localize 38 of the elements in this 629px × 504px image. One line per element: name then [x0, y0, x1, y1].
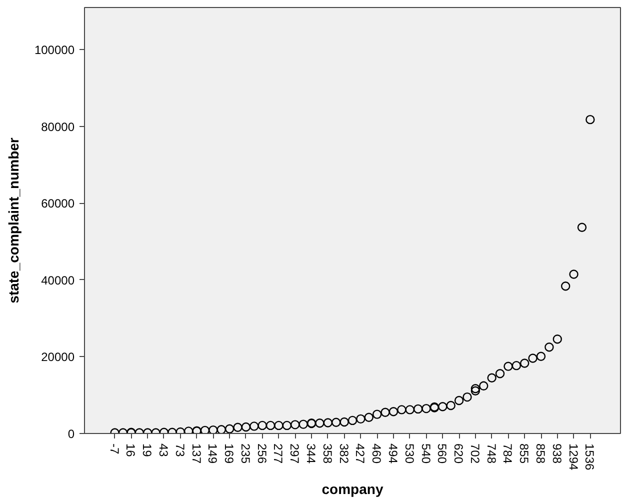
x-tick-label: 938 — [550, 444, 564, 464]
x-tick-label: 382 — [336, 444, 351, 464]
x-tick-label: 620 — [452, 444, 466, 464]
y-axis-title: state_complaint_number — [5, 137, 22, 304]
y-tick-label: 0 — [68, 427, 75, 441]
y-tick-label: 100000 — [34, 43, 75, 58]
x-tick-label: 16 — [124, 444, 138, 458]
y-tick-label: 20000 — [41, 350, 75, 364]
y-tick-label: 40000 — [41, 273, 75, 288]
x-tick-label: 460 — [370, 444, 384, 464]
x-tick-label: 494 — [386, 444, 400, 464]
x-tick-label: 344 — [304, 444, 318, 464]
x-tick-label: 427 — [353, 444, 368, 464]
x-tick-label: 540 — [418, 444, 433, 464]
x-tick-label: 702 — [468, 444, 482, 464]
y-tick-label: 80000 — [41, 120, 75, 134]
x-tick-label: 560 — [435, 444, 450, 464]
x-tick-label: 855 — [517, 444, 532, 464]
x-tick-label: 277 — [271, 444, 286, 464]
x-tick-label: 1536 — [582, 444, 597, 471]
x-tick-label: 169 — [222, 444, 236, 464]
x-tick-label: 858 — [534, 444, 548, 464]
x-tick-label: 43 — [156, 444, 170, 458]
x-tick-label: -7 — [107, 444, 122, 454]
y-tick-label: 60000 — [41, 196, 75, 211]
x-tick-label: 1294 — [566, 444, 580, 471]
x-tick-label: 530 — [402, 444, 416, 464]
x-tick-label: 235 — [238, 444, 252, 464]
x-tick-label: 73 — [172, 444, 187, 458]
x-tick-label: 297 — [288, 444, 302, 464]
x-tick-label: 149 — [206, 444, 220, 464]
x-axis-title: company — [322, 481, 384, 498]
x-tick-label: 19 — [140, 444, 154, 458]
x-tick-label: 784 — [500, 444, 515, 464]
x-tick-label: 137 — [189, 444, 204, 464]
x-tick-label: 358 — [320, 444, 334, 464]
x-tick-label: 256 — [254, 444, 269, 464]
x-tick-label: 748 — [484, 444, 498, 464]
